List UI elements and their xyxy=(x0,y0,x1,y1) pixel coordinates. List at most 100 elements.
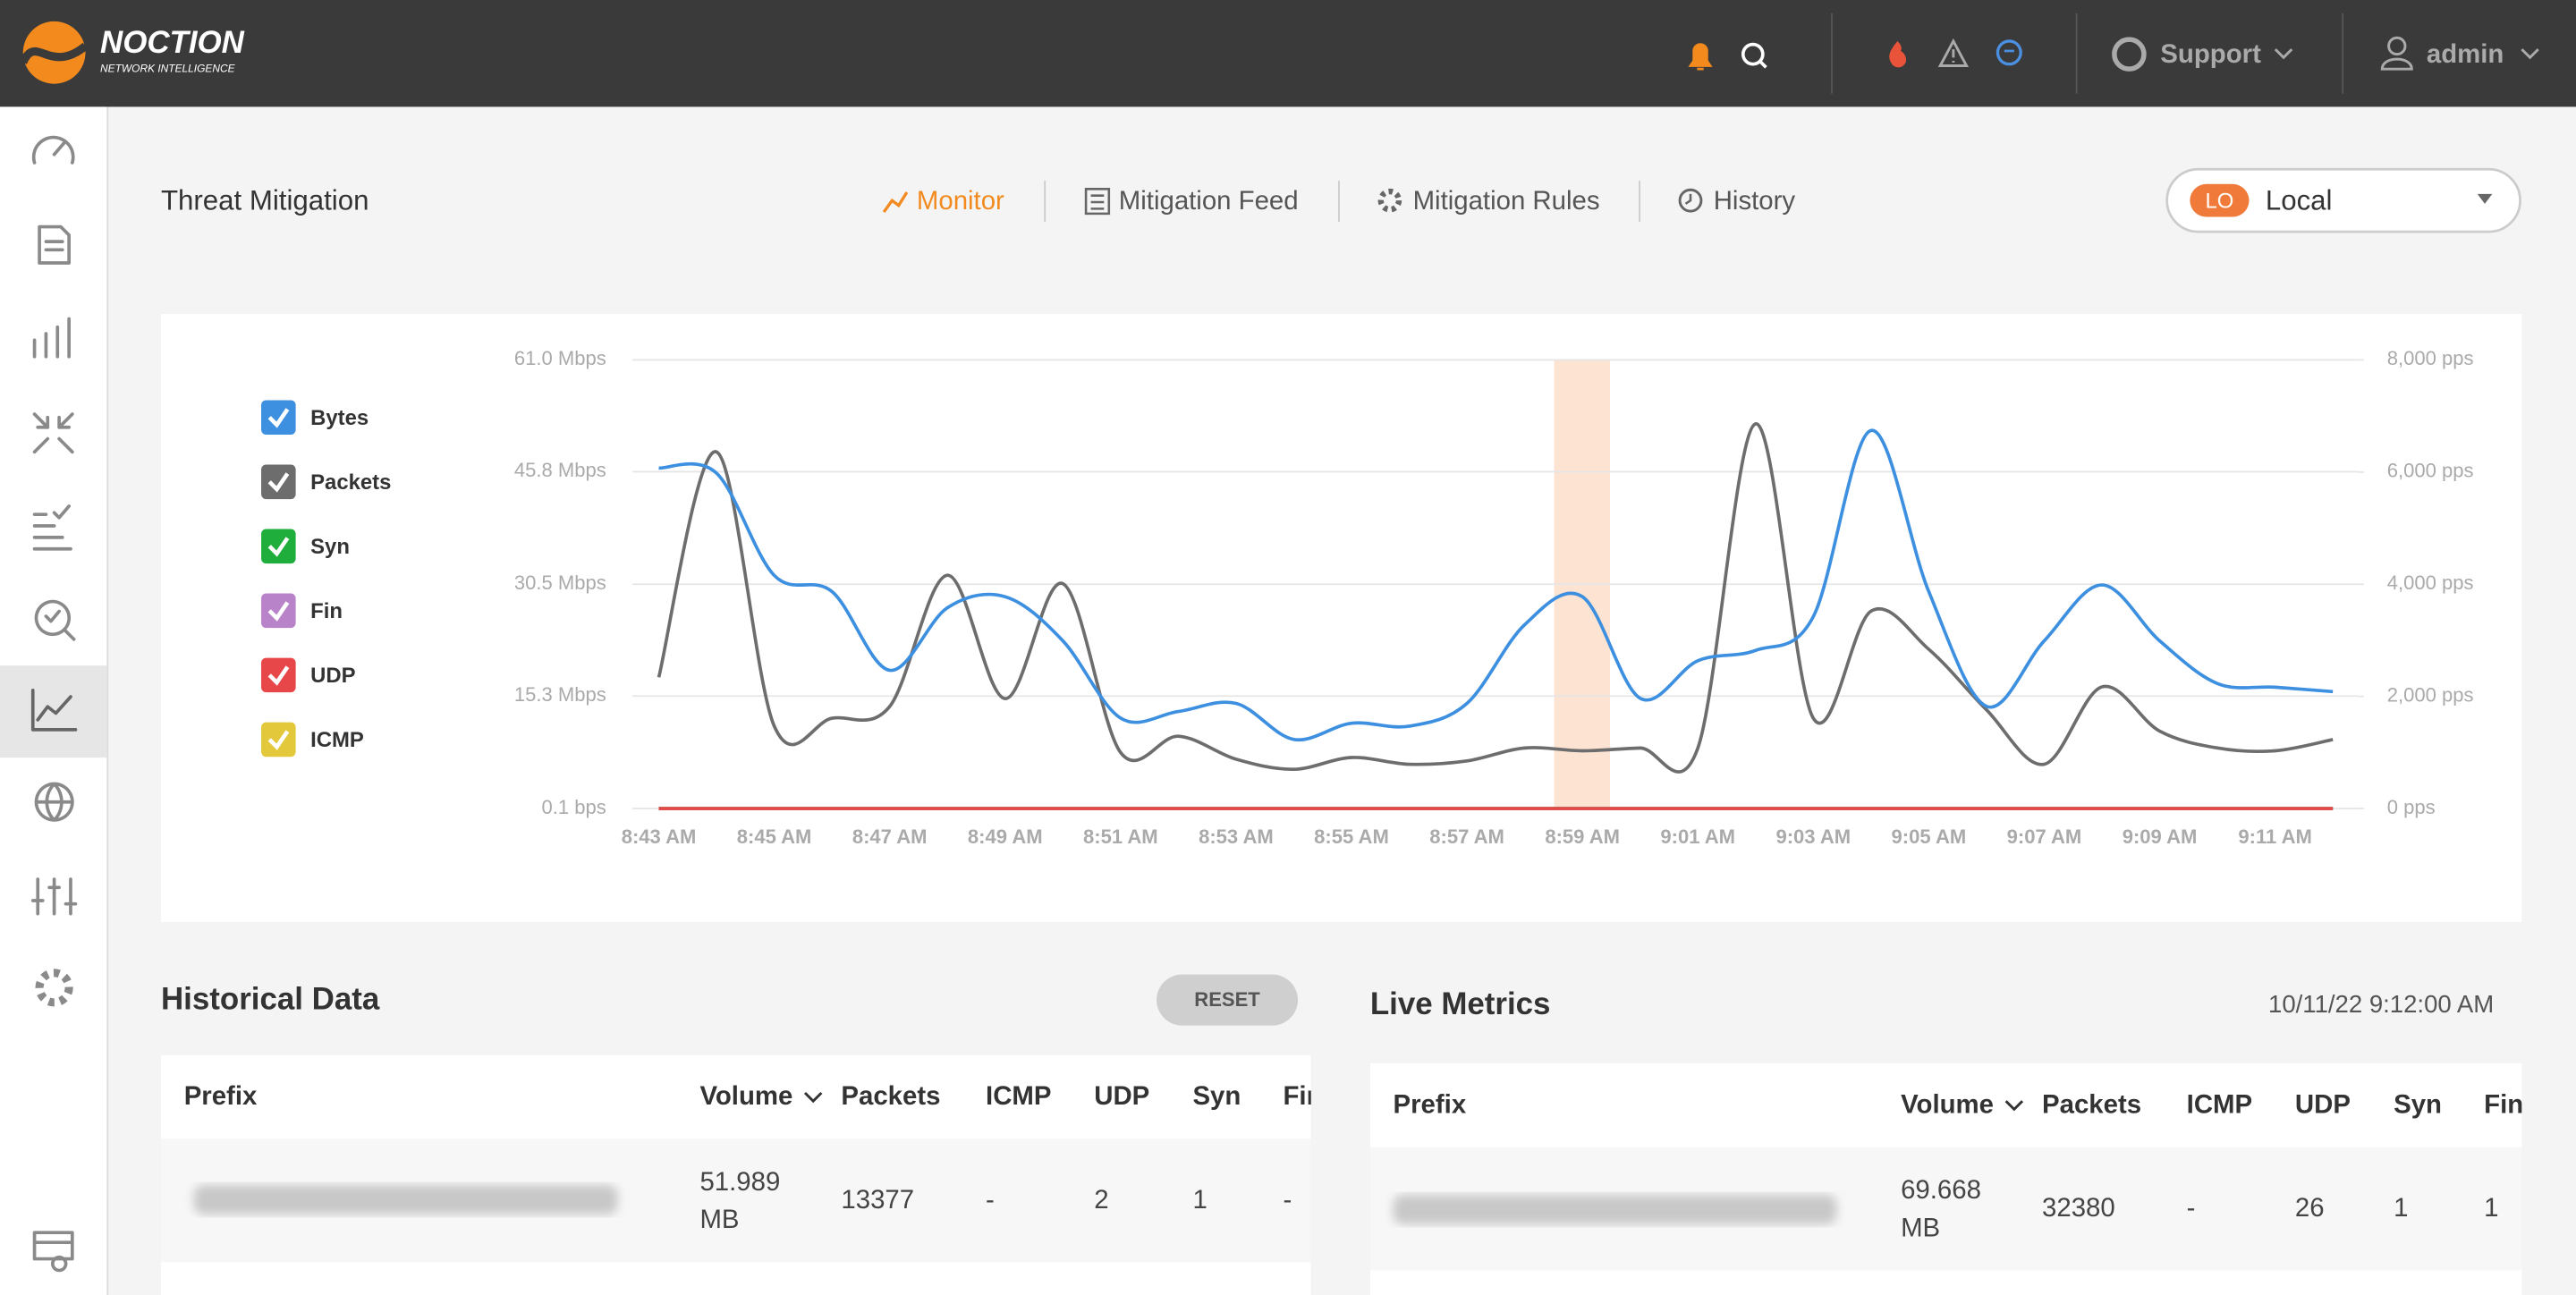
legend-item[interactable]: UDP xyxy=(261,657,356,693)
x-tick-label: 9:03 AM xyxy=(1775,825,1851,848)
nav-threat-mitigation[interactable] xyxy=(30,688,78,732)
search-icon[interactable] xyxy=(1741,42,1767,69)
x-tick-label: 8:49 AM xyxy=(968,825,1043,848)
column-header[interactable]: Syn xyxy=(1192,1081,1241,1111)
nav-inspect[interactable] xyxy=(32,1231,74,1273)
reset-button[interactable]: RESET xyxy=(1157,974,1299,1026)
chart-card xyxy=(161,313,2522,922)
messages-icon[interactable] xyxy=(1996,39,2022,66)
column-header[interactable]: Volume xyxy=(699,1081,792,1111)
notifications-icon[interactable] xyxy=(1688,43,1713,71)
badge-label: LO xyxy=(2206,189,2234,213)
support-label: Support xyxy=(2160,39,2261,69)
series-line xyxy=(658,428,2334,742)
timestamp: 10/11/22 9:12:00 AM xyxy=(2268,990,2494,1018)
legend-check xyxy=(267,472,290,493)
table-row xyxy=(1369,1270,2522,1295)
chevron xyxy=(2274,48,2293,60)
legend-label: UDP xyxy=(310,664,355,688)
column-header[interactable]: Fin xyxy=(1283,1081,1322,1111)
legend-item[interactable]: Fin xyxy=(261,593,343,629)
tab-mitigation-rules[interactable]: Mitigation Rules xyxy=(1377,186,1600,216)
search-handle xyxy=(1758,59,1767,69)
redacted-prefix xyxy=(193,1184,618,1215)
y-tick-label: 30.5 Mbps xyxy=(514,571,606,594)
x-tick-label: 8:45 AM xyxy=(737,825,812,848)
cell: 2 xyxy=(1094,1185,1108,1215)
y-tick-label: 61.0 Mbps xyxy=(514,347,606,369)
nav-compress[interactable] xyxy=(32,412,74,454)
y2-tick-label: 0 pps xyxy=(2387,796,2436,818)
legend-label: ICMP xyxy=(310,728,364,752)
y2-tick-label: 2,000 pps xyxy=(2387,683,2474,706)
sort-icon[interactable] xyxy=(2004,1100,2024,1112)
nav-reports[interactable] xyxy=(38,224,71,265)
support-menu[interactable]: Support xyxy=(2112,37,2293,72)
legend-item[interactable]: ICMP xyxy=(261,722,364,758)
legend-item[interactable]: Bytes xyxy=(261,400,369,436)
tab-label: Mitigation Feed xyxy=(1119,186,1299,216)
column-header[interactable]: Fin xyxy=(2484,1089,2523,1119)
tab-icon xyxy=(1084,188,1111,216)
search-circle xyxy=(1741,42,1765,66)
column-header[interactable]: Packets xyxy=(2042,1089,2141,1119)
tab-icon xyxy=(882,191,909,214)
column-header[interactable]: Syn xyxy=(2394,1089,2442,1119)
cell: - xyxy=(986,1185,995,1215)
x-tick-label: 9:09 AM xyxy=(2123,825,2198,848)
tab-history[interactable]: History xyxy=(1678,186,1795,216)
nav-dashboard[interactable] xyxy=(31,135,75,165)
cell: 32380 xyxy=(2042,1193,2115,1223)
x-tick-label: 8:55 AM xyxy=(1314,825,1389,848)
nav-tasks[interactable] xyxy=(32,504,72,551)
support-icon xyxy=(2112,37,2147,72)
legend-check xyxy=(267,408,290,428)
legend-item[interactable]: Syn xyxy=(261,529,350,564)
tab-icon xyxy=(1678,188,1703,213)
x-tick-label: 9:11 AM xyxy=(2238,825,2311,848)
x-tick-label: 9:01 AM xyxy=(1660,825,1735,848)
logo[interactable]: NOCTION NETWORK INTELLIGENCE xyxy=(19,21,245,84)
legend-label: Fin xyxy=(310,599,343,623)
tab-mitigation-feed[interactable]: Mitigation Feed xyxy=(1084,186,1299,216)
y-tick-label: 0.1 bps xyxy=(541,796,606,818)
historical-table: Prefix Volume Packets ICMP UDP Syn Fin 51.989 MB… xyxy=(161,1054,1322,1295)
user-menu[interactable]: admin xyxy=(2380,36,2539,71)
button-label: RESET xyxy=(1194,988,1260,1011)
column-header[interactable]: Prefix xyxy=(184,1081,258,1111)
threats-icon[interactable] xyxy=(1889,40,1907,68)
nav-settings-sliders[interactable] xyxy=(30,877,78,916)
legend-item[interactable]: Packets xyxy=(261,464,391,500)
legend-check xyxy=(267,537,290,557)
column-header[interactable]: UDP xyxy=(1094,1081,1149,1111)
y2-tick-label: 4,000 pps xyxy=(2387,571,2474,594)
column-header[interactable]: UDP xyxy=(2295,1089,2351,1119)
nav-gear[interactable] xyxy=(35,969,73,1007)
sort-icon[interactable] xyxy=(803,1091,823,1104)
legend-checkbox xyxy=(261,593,296,629)
series-line xyxy=(657,422,2334,774)
alerts-icon[interactable] xyxy=(1937,38,1970,67)
nav-globe[interactable] xyxy=(34,782,74,822)
y-tick-label: 15.3 Mbps xyxy=(514,683,606,706)
tab-monitor[interactable]: Monitor xyxy=(882,186,1004,216)
column-header[interactable]: ICMP xyxy=(2187,1089,2252,1119)
x-tick-label: 8:43 AM xyxy=(622,825,697,848)
brand: NOCTION xyxy=(100,25,245,60)
table-cells: Prefix Volume Packets ICMP UDP Syn Fin 51.989 MB… xyxy=(184,1081,1322,1234)
select-arrow xyxy=(2477,193,2493,204)
tab-label: Monitor xyxy=(917,186,1004,216)
legend-checkbox xyxy=(261,464,296,500)
legend-check xyxy=(267,730,290,750)
column-header[interactable]: Prefix xyxy=(1394,1089,1467,1119)
nav-search[interactable] xyxy=(34,599,76,641)
column-header[interactable]: Packets xyxy=(841,1081,940,1111)
nav-statistics[interactable] xyxy=(32,317,71,359)
cell: - xyxy=(2187,1193,2196,1223)
column-header[interactable]: Volume xyxy=(1901,1089,1994,1119)
page-title: Threat Mitigation xyxy=(161,184,369,216)
column-header[interactable]: ICMP xyxy=(986,1081,1051,1111)
tab-icon-hands xyxy=(1684,193,1692,205)
location-select[interactable]: LO Local xyxy=(2165,167,2521,233)
cell: 1 xyxy=(1192,1185,1207,1215)
